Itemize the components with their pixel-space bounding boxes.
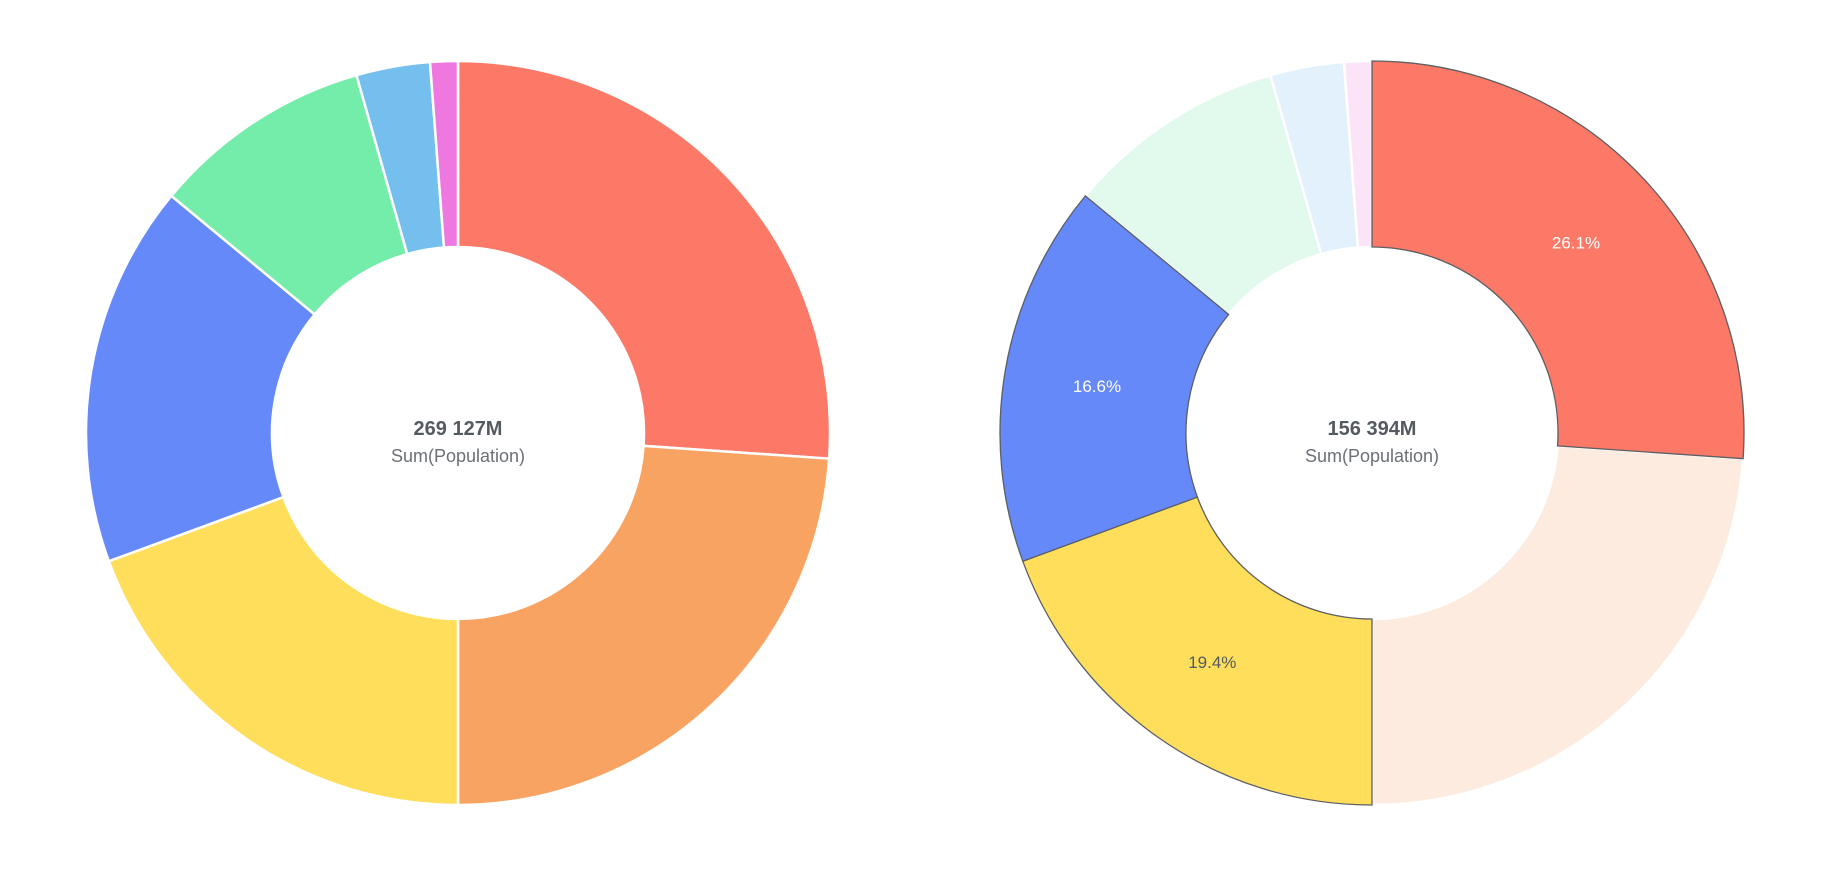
donut-slice-7[interactable]: [428, 59, 460, 249]
slice-label-4: 16.6%: [1073, 377, 1121, 396]
center-label: Sum(Population): [1305, 446, 1439, 466]
center-label: Sum(Population): [391, 446, 525, 466]
donut-slice-2[interactable]: [456, 444, 831, 807]
donut-slice-4[interactable]: [84, 194, 317, 563]
donut-chart-right: 26.1% 19.4% 16.6% 156 394M Sum(Population): [914, 0, 1828, 874]
donut-slice-1[interactable]: [1371, 60, 1745, 460]
donut-left-slices: [84, 59, 832, 807]
donut-right-slices: [999, 59, 1745, 807]
slice-label-3: 19.4%: [1188, 653, 1236, 672]
donut-slice-3[interactable]: [1021, 496, 1373, 806]
center-value: 156 394M: [1328, 418, 1417, 440]
donut-chart-left: 269 127M Sum(Population): [84, 59, 832, 807]
center-value: 269 127M: [414, 418, 503, 440]
slice-label-1: 26.1%: [1552, 234, 1600, 253]
donut-slice-1[interactable]: [456, 59, 832, 461]
donut-slice-2[interactable]: [1370, 444, 1745, 807]
donut-slice-4[interactable]: [999, 194, 1230, 563]
donut-left-svg: 269 127M Sum(Population): [84, 59, 832, 807]
donut-slice-3[interactable]: [107, 495, 460, 807]
donut-right-svg: 26.1% 19.4% 16.6% 156 394M Sum(Population): [999, 59, 1745, 807]
donut-right-slice-labels: 26.1% 19.4% 16.6%: [1073, 234, 1600, 672]
